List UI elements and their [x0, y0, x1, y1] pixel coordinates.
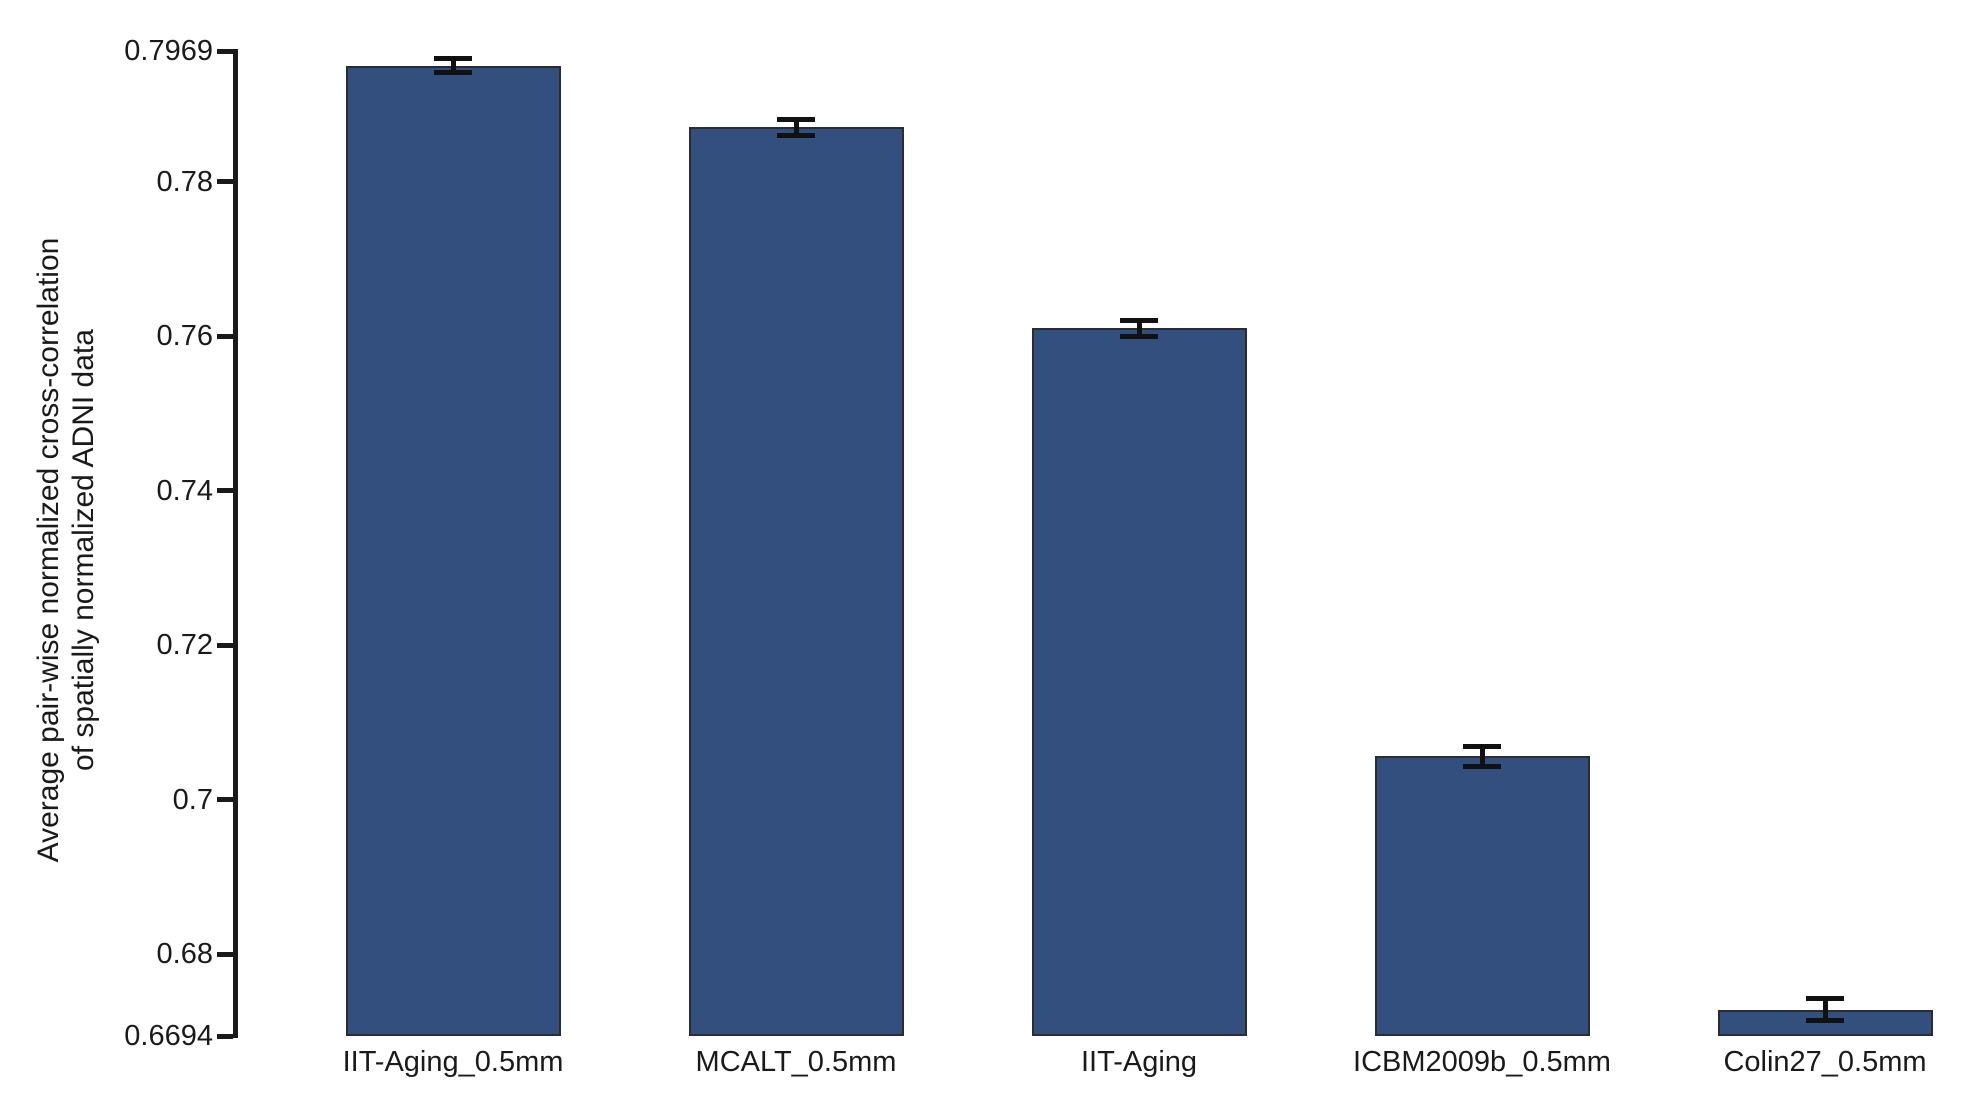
y-tick-label: 0.6694 — [124, 1020, 213, 1052]
y-tick-label: 0.68 — [156, 938, 213, 971]
bar-MCALT_0.5mm — [688, 127, 904, 1036]
bar-IIT-Aging — [1031, 328, 1247, 1036]
error-bar-cap-bottom — [777, 132, 815, 138]
error-bar-line — [1136, 320, 1142, 337]
y-tick-label: 0.76 — [156, 320, 213, 353]
error-bar-cap-top — [1463, 743, 1501, 749]
y-tick-mark — [217, 1033, 233, 1039]
y-tick-mark — [217, 48, 233, 54]
error-bar-line — [793, 119, 799, 136]
x-tick-label-IIT-Aging_0.5mm: IIT-Aging_0.5mm — [342, 1046, 564, 1078]
error-bar-cap-bottom — [1463, 763, 1501, 769]
error-bar-cap-top — [1120, 318, 1158, 324]
y-tick-mark — [217, 333, 233, 339]
y-tick-label: 0.7 — [172, 783, 213, 816]
y-tick-label: 0.7969 — [124, 35, 213, 67]
error-bar-cap-top — [1806, 996, 1844, 1002]
y-tick-label: 0.72 — [156, 629, 213, 662]
y-tick-label: 0.78 — [156, 165, 213, 198]
y-axis-line — [233, 49, 238, 1038]
error-bar-cap-top — [777, 117, 815, 123]
error-bar-line — [1822, 998, 1828, 1021]
error-bar-cap-bottom — [1806, 1018, 1844, 1024]
y-tick-mark — [217, 797, 233, 803]
y-tick-mark — [217, 951, 233, 957]
y-tick-mark — [217, 642, 233, 648]
error-bar-cap-bottom — [434, 70, 472, 76]
y-tick-mark — [217, 488, 233, 494]
x-tick-label-ICBM2009b_0.5mm: ICBM2009b_0.5mm — [1353, 1046, 1611, 1078]
error-bar-line — [450, 58, 456, 73]
error-bar-cap-top — [434, 56, 472, 62]
bar-IIT-Aging_0.5mm — [345, 65, 561, 1036]
x-tick-label-Colin27_0.5mm: Colin27_0.5mm — [1723, 1046, 1927, 1078]
error-bar-cap-bottom — [1120, 333, 1158, 339]
y-tick-label: 0.74 — [156, 474, 213, 507]
x-tick-label-IIT-Aging: IIT-Aging — [1080, 1046, 1198, 1078]
bar-ICBM2009b_0.5mm — [1374, 756, 1590, 1036]
error-bar-line — [1479, 746, 1485, 767]
x-tick-label-MCALT_0.5mm: MCALT_0.5mm — [695, 1046, 897, 1078]
y-tick-mark — [217, 179, 233, 185]
